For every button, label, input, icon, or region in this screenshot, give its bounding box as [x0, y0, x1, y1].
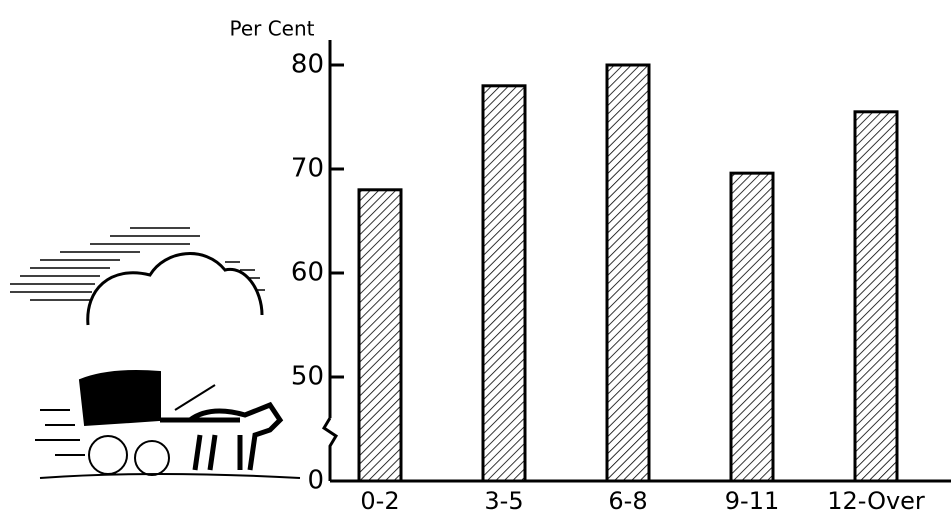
y-tick-label: 70: [291, 154, 324, 184]
y-tick-label: 60: [291, 258, 324, 288]
y-tick-label: 80: [291, 50, 324, 80]
bar: [729, 171, 775, 483]
bar: [853, 110, 899, 483]
axis-break: [321, 417, 339, 481]
bar: [481, 84, 527, 483]
x-tick-label: 12-Over: [827, 487, 925, 515]
y-tick-label: 50: [291, 362, 324, 392]
x-tick-label: 9-11: [725, 487, 779, 515]
x-tick-label: 3-5: [484, 487, 523, 515]
y-tick-label: 0: [307, 466, 324, 496]
bar: [605, 63, 651, 483]
x-tick-label: 6-8: [608, 487, 647, 515]
x-tick-label: 0-2: [360, 487, 399, 515]
bar: [357, 188, 403, 483]
y-axis-label: Per Cent: [229, 17, 314, 41]
illustration: [10, 227, 301, 479]
